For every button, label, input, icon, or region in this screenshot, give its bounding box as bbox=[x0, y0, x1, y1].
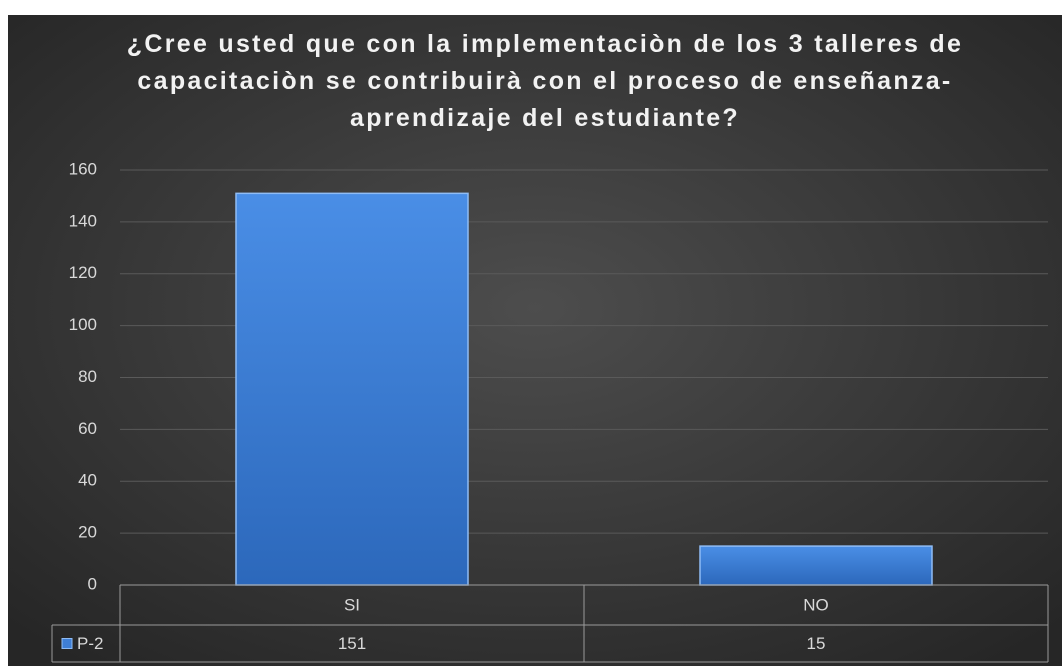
y-tick-label: 140 bbox=[69, 211, 97, 230]
y-tick-label: 160 bbox=[69, 159, 97, 178]
table-value: 15 bbox=[807, 634, 826, 653]
y-tick-label: 60 bbox=[78, 419, 97, 438]
y-tick-label: 80 bbox=[78, 367, 97, 386]
y-tick-label: 40 bbox=[78, 471, 97, 490]
bar bbox=[235, 192, 469, 586]
y-tick-label: 20 bbox=[78, 523, 97, 542]
y-tick-label: 0 bbox=[88, 574, 97, 593]
x-tick-label: SI bbox=[344, 595, 360, 614]
x-tick-label: NO bbox=[803, 595, 829, 614]
y-tick-label: 120 bbox=[69, 263, 97, 282]
bar bbox=[699, 545, 933, 586]
y-tick-label: 100 bbox=[69, 315, 97, 334]
legend-label: P-2 bbox=[77, 634, 103, 653]
legend-swatch bbox=[61, 638, 73, 649]
table-value: 151 bbox=[338, 634, 366, 653]
chart-title: ¿Cree usted que con la implementaciòn de… bbox=[126, 30, 964, 132]
